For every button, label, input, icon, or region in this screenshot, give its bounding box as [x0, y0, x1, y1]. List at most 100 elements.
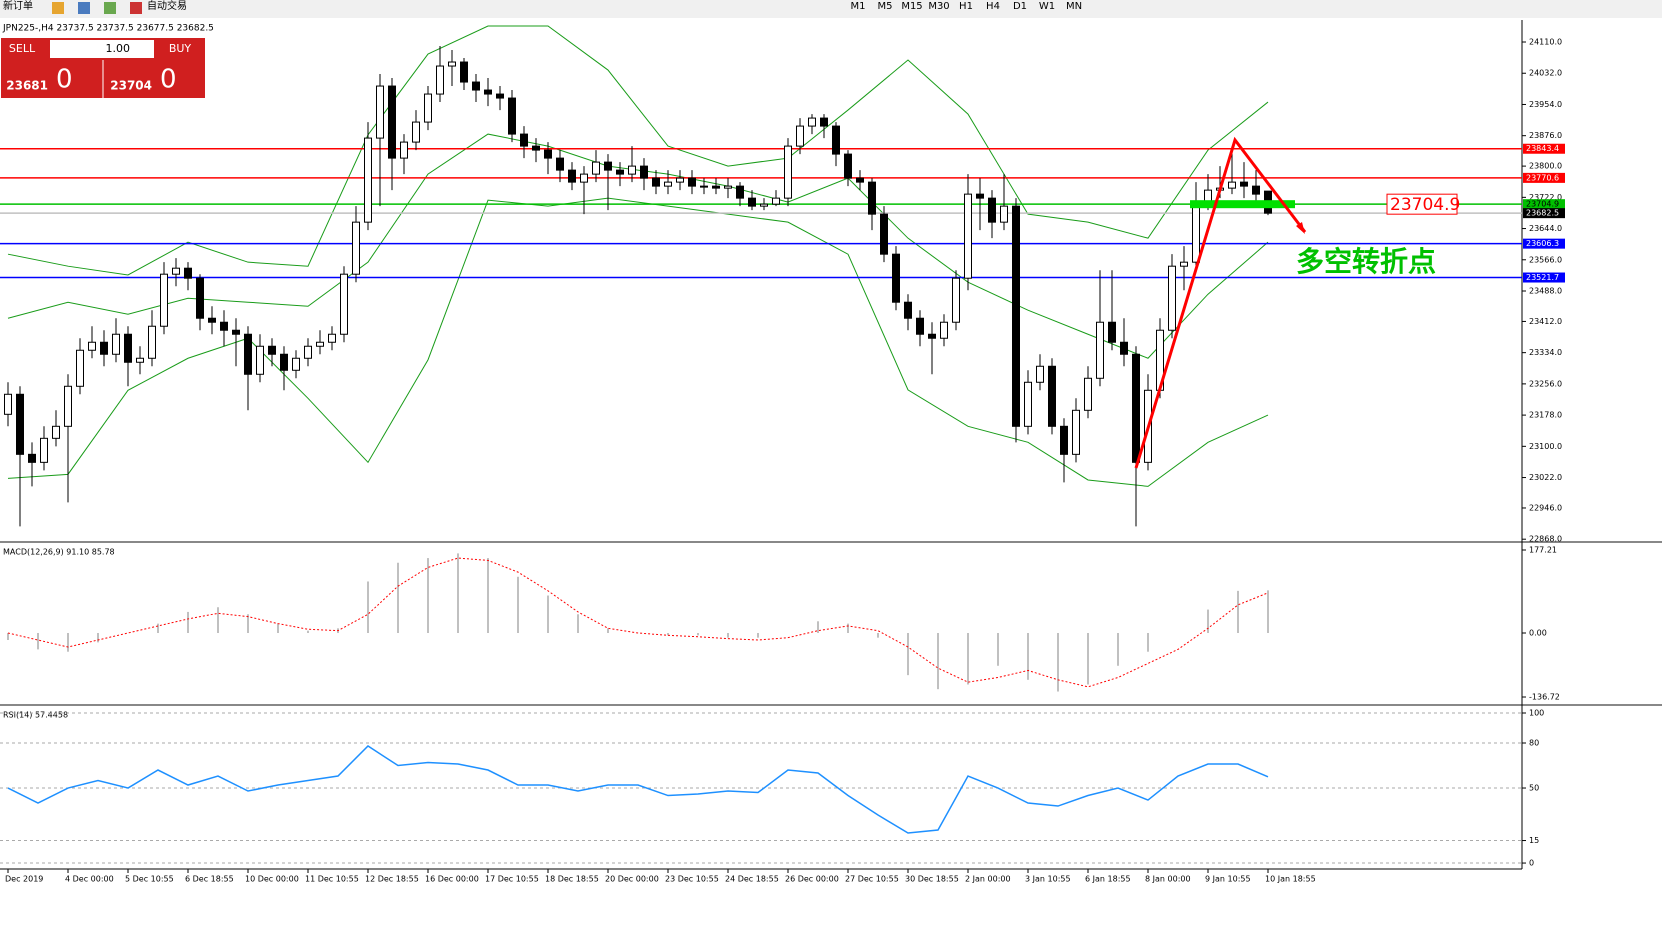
- level-tag: [1523, 208, 1565, 219]
- y-tick-label: 23722.0: [1529, 193, 1562, 202]
- y-tick-label: 23566.0: [1529, 255, 1562, 264]
- candle-body: [1132, 353, 1140, 463]
- level-tag: [1523, 272, 1565, 283]
- sell-price[interactable]: 23681: [6, 79, 48, 93]
- candle-body: [436, 65, 444, 95]
- candle-body: [700, 185, 708, 188]
- candle-body: [112, 333, 120, 355]
- sell-point[interactable]: 0: [56, 65, 73, 95]
- candle-body: [124, 333, 132, 363]
- timeframe-button[interactable]: M15: [901, 1, 922, 12]
- buy-point[interactable]: 0: [160, 65, 177, 95]
- candle-body: [952, 277, 960, 323]
- arrow-head: [1296, 222, 1305, 234]
- candle-body: [592, 161, 600, 175]
- icon[interactable]: [52, 2, 64, 14]
- candle-body: [376, 85, 384, 139]
- candle-body: [280, 353, 288, 371]
- candle-body: [292, 357, 300, 371]
- timeframe-button[interactable]: H4: [986, 1, 1000, 12]
- price-callout: 23704.9: [1390, 195, 1460, 215]
- y-tick-label: 24110.0: [1529, 38, 1562, 47]
- candle-body: [1192, 201, 1200, 263]
- candle-body: [940, 321, 948, 339]
- y-tick-label: 23876.0: [1529, 131, 1562, 140]
- lot-value[interactable]: 1.00: [106, 42, 131, 55]
- annotation: 多空转折点: [1296, 245, 1436, 278]
- bollinger-lower: [7, 197, 1269, 487]
- y-tick-label: 100: [1529, 709, 1544, 718]
- y-tick-label: 23644.0: [1529, 224, 1562, 233]
- x-tick-label: 18 Dec 18:55: [545, 875, 599, 884]
- signal-line: [7, 557, 1269, 688]
- x-tick-label: 27 Dec 10:55: [845, 875, 899, 884]
- candle-body: [832, 125, 840, 155]
- candle-body: [676, 177, 684, 183]
- level-label: 23521.7: [1526, 273, 1559, 282]
- timeframe-button[interactable]: H1: [959, 1, 973, 12]
- y-tick-label: 0: [1529, 859, 1534, 868]
- timeframe-button[interactable]: M5: [878, 1, 893, 12]
- candle-body: [748, 197, 756, 207]
- plot: 24110.0 24032.0 23954.0 23876.0 23800.0 23722…: [0, 25, 1565, 884]
- rsi-line: [7, 745, 1269, 834]
- candle-body: [184, 267, 192, 279]
- candle-body: [256, 345, 264, 375]
- level-highlight: [1190, 200, 1295, 209]
- y-tick-label: 80: [1529, 739, 1539, 748]
- candle-body: [544, 149, 552, 159]
- timeframe-button[interactable]: D1: [1013, 1, 1027, 12]
- x-tick-label: 26 Dec 00:00: [785, 875, 839, 884]
- bollinger-upper: [7, 25, 1269, 276]
- x-tick-label: 3 Jan 10:55: [1025, 875, 1071, 884]
- icon[interactable]: [78, 2, 90, 14]
- candle-body: [616, 169, 624, 175]
- rsi-header: RSI(14) 57.4458: [3, 711, 68, 720]
- y-tick-label: 23412.0: [1529, 317, 1562, 326]
- y-tick-label: 50: [1529, 784, 1539, 793]
- price-callout-box: [1386, 193, 1458, 215]
- icon[interactable]: [104, 2, 116, 14]
- timeframe-button[interactable]: W1: [1039, 1, 1055, 12]
- candle-body: [1060, 425, 1068, 455]
- candle-body: [904, 301, 912, 319]
- candle-body: [4, 393, 12, 415]
- icon[interactable]: [130, 2, 142, 14]
- candle-body: [556, 157, 564, 171]
- timeframe-button[interactable]: M30: [928, 1, 949, 12]
- auto-trading-button[interactable]: 自动交易: [147, 0, 187, 12]
- candle-body: [148, 325, 156, 359]
- buy-price[interactable]: 23704: [110, 79, 152, 93]
- y-tick-label: 23256.0: [1529, 379, 1562, 388]
- y-tick-label: 23800.0: [1529, 162, 1562, 171]
- candle-body: [160, 273, 168, 327]
- candle-body: [724, 185, 732, 189]
- candle-body: [352, 221, 360, 275]
- candle-body: [424, 93, 432, 123]
- candle-body: [880, 213, 888, 255]
- timeframe-button[interactable]: MN: [1066, 1, 1082, 12]
- candle-body: [532, 145, 540, 151]
- y-tick-label: 22868.0: [1529, 535, 1562, 544]
- candle-body: [328, 333, 336, 343]
- candle-body: [496, 93, 504, 99]
- x-tick-label: 23 Dec 10:55: [665, 875, 719, 884]
- candle-body: [712, 185, 720, 189]
- candle-body: [688, 177, 696, 187]
- x-tick-label: 10 Jan 18:55: [1265, 875, 1316, 884]
- new-order-button[interactable]: 新订单: [3, 0, 33, 12]
- timeframe-button[interactable]: M1: [851, 1, 866, 12]
- candle-body: [28, 453, 36, 463]
- candle-body: [484, 89, 492, 95]
- sell-button[interactable]: SELL: [9, 42, 36, 55]
- candle-body: [1168, 265, 1176, 331]
- y-tick-label: 177.21: [1529, 546, 1557, 555]
- lot-field[interactable]: [50, 40, 154, 58]
- buy-button[interactable]: BUY: [169, 42, 192, 55]
- x-tick-label: 10 Dec 00:00: [245, 875, 299, 884]
- candle-body: [52, 425, 60, 439]
- bollinger-middle: [7, 133, 1269, 359]
- chart-header: JPN225-,H4 23737.5 23737.5 23677.5 23682…: [2, 24, 214, 34]
- x-tick-label: 30 Dec 18:55: [905, 875, 959, 884]
- candle-body: [448, 61, 456, 67]
